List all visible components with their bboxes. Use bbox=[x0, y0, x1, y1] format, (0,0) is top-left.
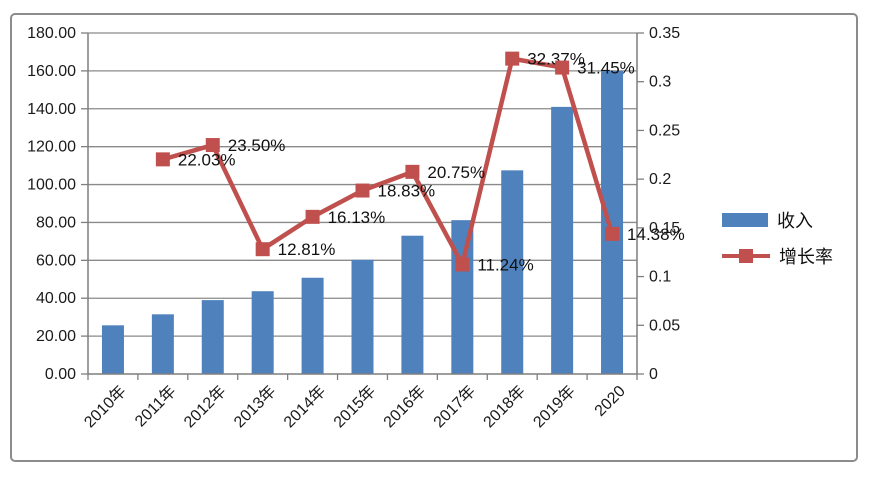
legend: 收入 增长率 bbox=[722, 207, 833, 269]
chart-frame bbox=[10, 13, 858, 462]
marker-2019年 bbox=[555, 60, 570, 75]
data-label-2014年: 16.13% bbox=[328, 208, 386, 227]
bar-2016年 bbox=[401, 235, 424, 374]
left-axis-tick-label: 40.00 bbox=[36, 290, 76, 307]
left-axis-tick-label: 160.00 bbox=[27, 63, 76, 80]
bar-2015年 bbox=[351, 259, 374, 374]
right-axis-tick-label: 0.15 bbox=[649, 220, 680, 237]
data-label-2020: 14.38% bbox=[627, 225, 685, 244]
right-axis-tick-label: 0.2 bbox=[649, 171, 671, 188]
x-axis-label-2015年: 2015年 bbox=[330, 382, 379, 431]
right-axis-tick-label: 0 bbox=[649, 366, 658, 383]
marker-2014年 bbox=[305, 209, 320, 224]
x-axis-label-2017年: 2017年 bbox=[430, 382, 479, 431]
marker-2016年 bbox=[405, 164, 420, 179]
marker-2018年 bbox=[505, 51, 520, 66]
bar-2012年 bbox=[201, 300, 224, 374]
data-label-2018年: 32.37% bbox=[527, 50, 585, 69]
bar-2019年 bbox=[551, 106, 574, 374]
left-axis-tick-label: 20.00 bbox=[36, 328, 76, 345]
bar-2020 bbox=[601, 70, 624, 374]
legend-label-revenue: 收入 bbox=[777, 211, 813, 231]
right-axis-tick-label: 0.3 bbox=[649, 74, 671, 91]
right-axis-tick-label: 0.35 bbox=[649, 25, 680, 42]
growth-line-swatch bbox=[722, 248, 770, 264]
marker-2013年 bbox=[255, 242, 270, 257]
data-label-2016年: 20.75% bbox=[427, 163, 485, 182]
data-label-2015年: 18.83% bbox=[378, 182, 436, 201]
data-label-2019年: 31.45% bbox=[577, 59, 635, 78]
marker-2015年 bbox=[355, 183, 370, 198]
legend-item-growth: 增长率 bbox=[722, 243, 833, 269]
x-axis-label-2014年: 2014年 bbox=[280, 382, 329, 431]
x-axis-label-2011年: 2011年 bbox=[131, 382, 179, 430]
right-axis-tick-label: 0.1 bbox=[649, 269, 671, 286]
legend-item-revenue: 收入 bbox=[722, 207, 833, 233]
bar-2014年 bbox=[301, 277, 324, 374]
bar-2013年 bbox=[251, 291, 274, 374]
marker-2020 bbox=[605, 226, 620, 241]
bar-2017年 bbox=[451, 220, 474, 374]
marker-2012年 bbox=[205, 138, 220, 153]
left-axis-tick-label: 80.00 bbox=[36, 214, 76, 231]
growth-swatch-marker bbox=[739, 249, 753, 263]
data-label-2011年: 22.03% bbox=[178, 150, 236, 169]
revenue-bar-swatch bbox=[722, 213, 768, 227]
left-axis-tick-label: 140.00 bbox=[27, 101, 76, 118]
left-axis-tick-label: 120.00 bbox=[27, 139, 76, 156]
x-axis-label-2020: 2020 bbox=[592, 383, 629, 420]
x-axis-label-2018年: 2018年 bbox=[480, 382, 529, 431]
bar-2018年 bbox=[501, 170, 524, 374]
growth-rate-line bbox=[162, 56, 615, 267]
bar-2010年 bbox=[101, 325, 124, 374]
marker-2011年 bbox=[155, 152, 170, 167]
data-label-2017年: 11.24% bbox=[477, 255, 533, 274]
left-axis-tick-label: 180.00 bbox=[27, 25, 76, 42]
data-label-2013年: 12.81% bbox=[278, 240, 336, 259]
x-axis-label-2012年: 2012年 bbox=[180, 382, 229, 431]
left-axis-tick-label: 0.00 bbox=[45, 366, 76, 383]
marker-2017年 bbox=[455, 257, 470, 272]
right-axis-tick-label: 0.05 bbox=[649, 317, 680, 334]
x-axis-label-2010年: 2010年 bbox=[81, 382, 130, 431]
x-axis-label-2019年: 2019年 bbox=[530, 382, 579, 431]
left-axis-tick-label: 100.00 bbox=[27, 177, 76, 194]
data-label-2012年: 23.50% bbox=[228, 136, 286, 155]
legend-label-growth: 增长率 bbox=[779, 247, 833, 267]
x-axis-label-2016年: 2016年 bbox=[380, 382, 429, 431]
x-axis-label-2013年: 2013年 bbox=[230, 382, 279, 431]
bar-2011年 bbox=[151, 314, 174, 374]
left-axis-tick-label: 60.00 bbox=[36, 252, 76, 269]
right-axis-tick-label: 0.25 bbox=[649, 122, 680, 139]
